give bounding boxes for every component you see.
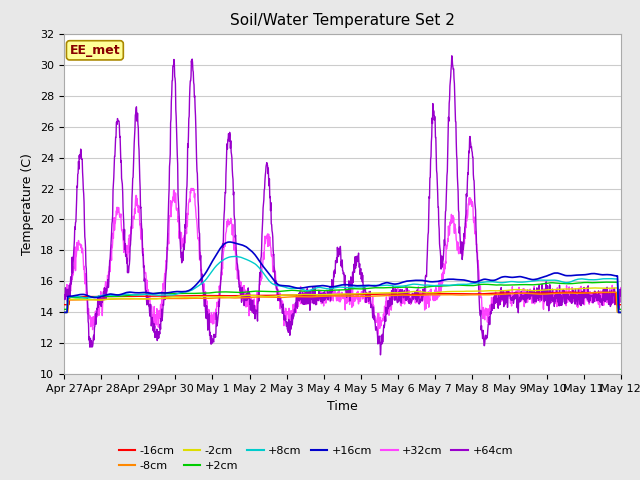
X-axis label: Time: Time (327, 400, 358, 413)
Legend: -16cm, -8cm, -2cm, +2cm, +8cm, +16cm, +32cm, +64cm: -16cm, -8cm, -2cm, +2cm, +8cm, +16cm, +3… (114, 441, 518, 476)
Y-axis label: Temperature (C): Temperature (C) (22, 153, 35, 255)
Text: EE_met: EE_met (70, 44, 120, 57)
Title: Soil/Water Temperature Set 2: Soil/Water Temperature Set 2 (230, 13, 455, 28)
